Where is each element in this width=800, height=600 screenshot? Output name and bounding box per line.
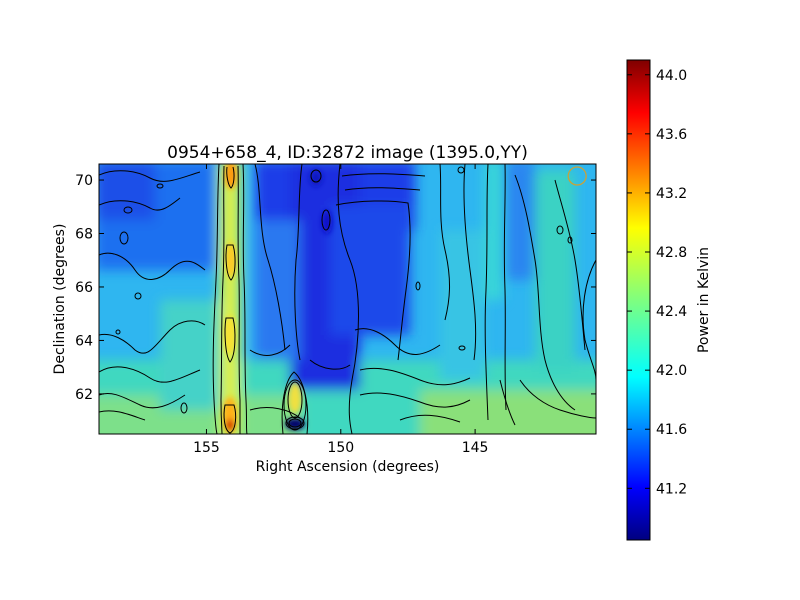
colorbar-tick-label: 41.6 xyxy=(656,422,687,438)
x-tick-label: 145 xyxy=(462,440,489,456)
colorbar-tick-label: 41.2 xyxy=(656,481,687,497)
colorbar-tick-label: 43.2 xyxy=(656,186,687,202)
beam-marker xyxy=(567,166,587,186)
colorbar-tick-label: 43.6 xyxy=(656,127,687,143)
chart-title: 0954+658_4, ID:32872 image (1395.0,YY) xyxy=(167,143,528,163)
colorbar-tick-label: 42.8 xyxy=(656,245,687,261)
y-tick-label: 62 xyxy=(75,387,93,403)
y-axis: 62 64 66 68 70 xyxy=(75,173,596,403)
y-tick-label: 68 xyxy=(75,227,93,243)
colorbar-tick-label: 44.0 xyxy=(656,68,687,84)
colorbar-ticks: 41.2 41.6 42.0 42.4 42.8 43.2 43.6 44.0 xyxy=(627,68,687,497)
colorbar-tick-label: 42.0 xyxy=(656,363,687,379)
heatmap-panel xyxy=(99,164,596,434)
x-axis: 155 150 145 xyxy=(193,164,488,456)
contour-lines xyxy=(99,164,596,434)
x-axis-label: Right Ascension (degrees) xyxy=(256,459,440,475)
x-tick-label: 155 xyxy=(193,440,220,456)
y-tick-label: 70 xyxy=(75,173,93,189)
plot-frame xyxy=(98,163,597,435)
heatmap-structure xyxy=(99,164,596,434)
y-tick-label: 64 xyxy=(75,333,93,349)
y-axis-label: Declination (degrees) xyxy=(52,224,68,375)
x-tick-label: 150 xyxy=(327,440,354,456)
colorbar-tick-label: 42.4 xyxy=(656,304,687,320)
y-tick-label: 66 xyxy=(75,280,93,296)
colorbar-gradient xyxy=(626,59,651,541)
colorbar-label: Power in Kelvin xyxy=(696,247,712,353)
colorbar: 41.2 41.6 42.0 42.4 42.8 43.2 43.6 44.0 Power i… xyxy=(626,59,712,541)
